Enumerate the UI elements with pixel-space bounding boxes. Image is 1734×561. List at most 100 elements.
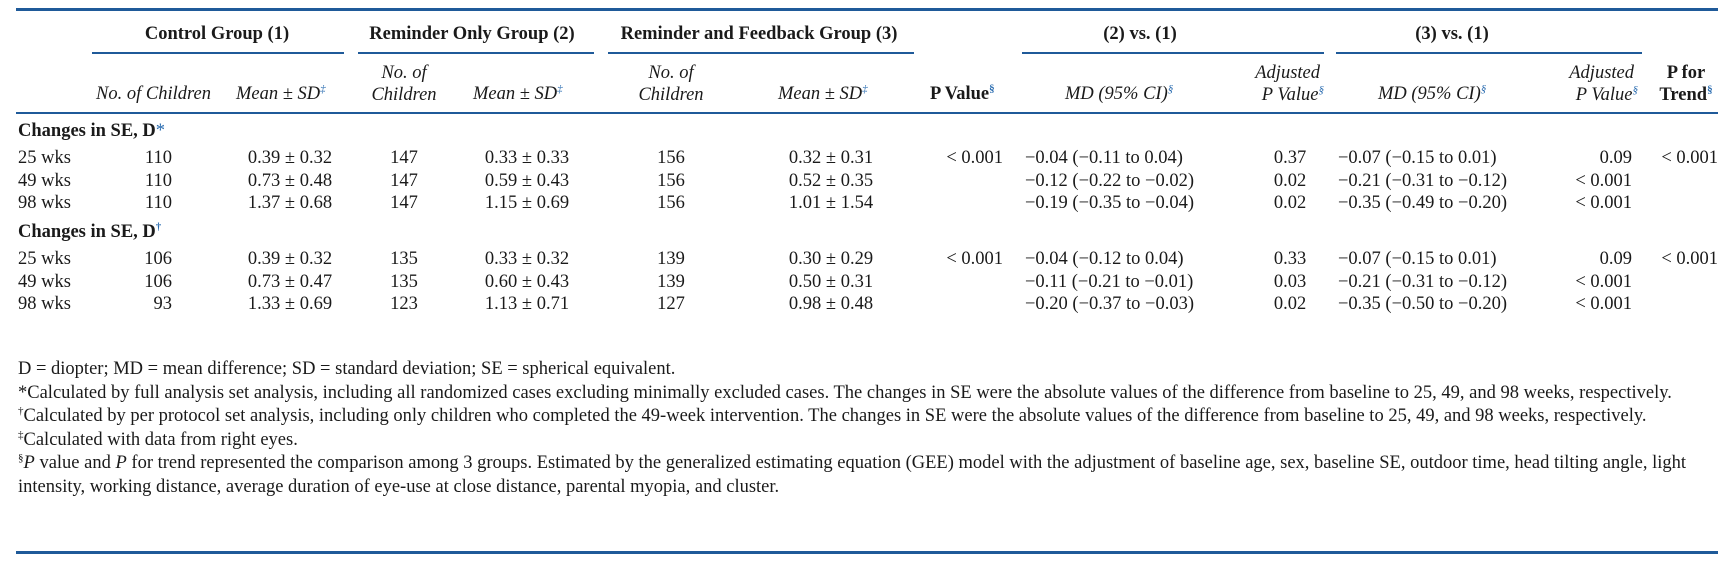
cell-adj21: 0.37 bbox=[1273, 148, 1307, 168]
col-header-adj21-line2: P Value§ bbox=[1261, 83, 1324, 105]
cell-p: < 0.001 bbox=[946, 148, 1003, 168]
col-header-n3-line2: Children bbox=[638, 85, 704, 105]
cell-n1: 110 bbox=[144, 148, 172, 168]
table-footnotes: D = diopter; MD = mean difference; SD = … bbox=[18, 358, 1718, 499]
cell-label: 25 wks bbox=[18, 249, 71, 269]
cell-label: 49 wks bbox=[18, 170, 71, 191]
col-header-p-value: P Value§ bbox=[930, 82, 995, 104]
cell-m2: 0.60 ± 0.43 bbox=[484, 271, 570, 292]
cell-n3: 139 bbox=[657, 271, 685, 292]
footnote-abbreviations: D = diopter; MD = mean difference; SD = … bbox=[18, 359, 676, 379]
col-header-trend-line2: Trend§ bbox=[1659, 83, 1713, 105]
group-underline-reminder-feedback bbox=[608, 52, 914, 54]
group-header-control: Control Group (1) bbox=[144, 24, 290, 44]
cell-md21: −0.04 (−0.11 to 0.04) bbox=[1025, 148, 1183, 168]
cell-m1: 0.39 ± 0.32 bbox=[247, 249, 333, 269]
cell-m1: 1.37 ± 0.68 bbox=[247, 193, 333, 213]
cell-md21: −0.12 (−0.22 to −0.02) bbox=[1025, 170, 1195, 191]
col-header-n2-line2: Children bbox=[371, 85, 437, 105]
cell-n1: 106 bbox=[144, 271, 172, 292]
footnote-ddagger: ‡Calculated with data from right eyes. bbox=[18, 428, 298, 450]
cell-m1: 0.39 ± 0.32 bbox=[247, 148, 333, 168]
cell-m3: 0.30 ± 0.29 bbox=[788, 249, 874, 269]
header-bottom-rule bbox=[16, 112, 1718, 114]
cell-n2: 123 bbox=[390, 294, 418, 314]
cell-md21: −0.04 (−0.12 to 0.04) bbox=[1025, 249, 1184, 269]
group-header-reminder-feedback: Reminder and Feedback Group (3) bbox=[620, 24, 898, 44]
cell-n2: 147 bbox=[390, 148, 418, 168]
cell-md21: −0.11 (−0.21 to −0.01) bbox=[1025, 271, 1194, 292]
col-header-mean3: Mean ± SD‡ bbox=[778, 82, 868, 104]
cell-label: 49 wks bbox=[18, 271, 71, 292]
cell-label: 98 wks bbox=[18, 193, 71, 213]
cell-m3: 0.32 ± 0.31 bbox=[788, 148, 874, 168]
cell-adj31: < 0.001 bbox=[1575, 193, 1632, 213]
cell-n3: 139 bbox=[657, 249, 685, 269]
footnote-star: *Calculated by full analysis set analysi… bbox=[18, 382, 1672, 403]
cell-label: 98 wks bbox=[18, 294, 71, 314]
section-title-fas: Changes in SE, D* bbox=[18, 121, 166, 141]
col-header-md21: MD (95% CI)§ bbox=[1065, 82, 1174, 104]
cell-adj21: 0.02 bbox=[1273, 170, 1307, 191]
cell-m1: 1.33 ± 0.69 bbox=[247, 294, 333, 314]
cell-md31: −0.21 (−0.31 to −0.12) bbox=[1338, 271, 1508, 292]
cell-m3: 0.98 ± 0.48 bbox=[788, 294, 874, 314]
group-header-2-vs-1: (2) vs. (1) bbox=[1103, 24, 1177, 44]
col-header-n2-line1: No. of bbox=[381, 63, 427, 83]
cell-md31: −0.35 (−0.49 to −0.20) bbox=[1338, 193, 1508, 213]
cell-adj31: 0.09 bbox=[1599, 249, 1632, 269]
cell-adj21: 0.02 bbox=[1273, 294, 1307, 314]
cell-n1: 110 bbox=[144, 193, 172, 213]
cell-md31: −0.21 (−0.31 to −0.12) bbox=[1338, 170, 1508, 191]
cell-md21: −0.20 (−0.37 to −0.03) bbox=[1025, 294, 1195, 314]
cell-m3: 0.50 ± 0.31 bbox=[788, 271, 874, 292]
cell-md31: −0.07 (−0.15 to 0.01) bbox=[1338, 249, 1497, 269]
cell-md31: −0.07 (−0.15 to 0.01) bbox=[1338, 148, 1497, 168]
cell-n3: 156 bbox=[657, 148, 685, 168]
table-bottom-rule bbox=[16, 551, 1718, 554]
cell-m1: 0.73 ± 0.48 bbox=[247, 170, 333, 191]
col-header-adj31-line1: Adjusted bbox=[1569, 63, 1634, 83]
cell-n1: 106 bbox=[144, 249, 172, 269]
col-header-adj31-line2: P Value§ bbox=[1575, 83, 1638, 105]
cell-m2: 0.33 ± 0.32 bbox=[484, 249, 570, 269]
cell-n3: 156 bbox=[657, 193, 685, 213]
section-title-pps: Changes in SE, D† bbox=[18, 220, 162, 242]
cell-md21: −0.19 (−0.35 to −0.04) bbox=[1025, 193, 1195, 213]
cell-md31: −0.35 (−0.50 to −0.20) bbox=[1338, 294, 1508, 314]
cell-adj31: < 0.001 bbox=[1575, 271, 1632, 292]
cell-trend: < 0.001 bbox=[1661, 148, 1718, 168]
cell-p: < 0.001 bbox=[946, 249, 1003, 269]
group-underline-2-vs-1 bbox=[1022, 52, 1324, 54]
col-header-n3-line1: No. of bbox=[648, 63, 694, 83]
group-header-reminder-only: Reminder Only Group (2) bbox=[369, 24, 575, 44]
col-header-md31: MD (95% CI)§ bbox=[1378, 82, 1487, 104]
cell-n1: 93 bbox=[153, 294, 173, 314]
cell-adj31: 0.09 bbox=[1599, 148, 1632, 168]
cell-m3: 1.01 ± 1.54 bbox=[788, 193, 874, 213]
group-underline-3-vs-1 bbox=[1336, 52, 1642, 54]
cell-n2: 147 bbox=[390, 170, 418, 191]
group-header-3-vs-1: (3) vs. (1) bbox=[1415, 24, 1489, 44]
cell-m2: 1.15 ± 0.69 bbox=[484, 193, 570, 213]
col-header-n1: No. of Children bbox=[96, 84, 211, 104]
footnote-section: §P value and P for trend represented the… bbox=[18, 451, 1687, 497]
cell-m2: 0.33 ± 0.33 bbox=[484, 148, 570, 168]
cell-adj31: < 0.001 bbox=[1575, 170, 1632, 191]
cell-n2: 135 bbox=[390, 271, 418, 292]
cell-label: 25 wks bbox=[18, 148, 71, 168]
cell-n2: 147 bbox=[390, 193, 418, 213]
cell-m1: 0.73 ± 0.47 bbox=[247, 271, 333, 292]
col-header-mean1: Mean ± SD‡ bbox=[236, 82, 326, 104]
group-underline-reminder-only bbox=[358, 52, 594, 54]
group-underline-control bbox=[92, 52, 344, 54]
cell-n2: 135 bbox=[390, 249, 418, 269]
cell-n3: 156 bbox=[657, 170, 685, 191]
footnote-dagger: †Calculated by per protocol set analysis… bbox=[18, 404, 1647, 426]
cell-adj21: 0.33 bbox=[1273, 249, 1307, 269]
cell-m2: 1.13 ± 0.71 bbox=[484, 294, 570, 314]
cell-n3: 127 bbox=[657, 294, 685, 314]
cell-adj21: 0.02 bbox=[1273, 193, 1307, 213]
cell-n1: 110 bbox=[144, 170, 172, 191]
cell-adj21: 0.03 bbox=[1273, 271, 1307, 292]
